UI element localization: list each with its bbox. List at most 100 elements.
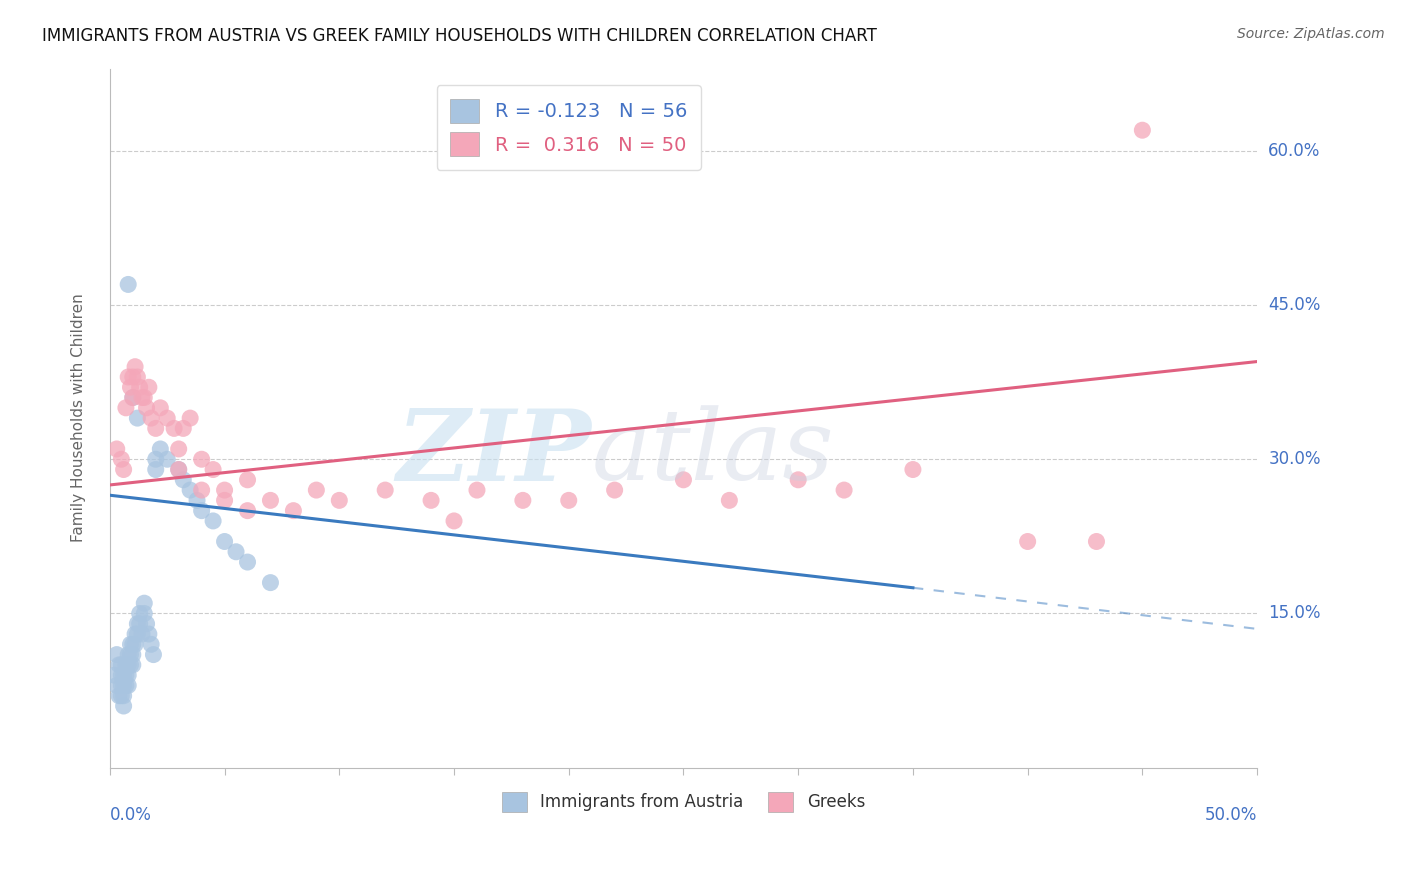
- Text: 30.0%: 30.0%: [1268, 450, 1320, 468]
- Point: [214, 483, 236, 497]
- Point: [259, 575, 281, 590]
- Point: [105, 678, 128, 692]
- Text: atlas: atlas: [592, 406, 834, 500]
- Point: [156, 452, 179, 467]
- Point: [149, 442, 172, 456]
- Point: [115, 678, 138, 692]
- Point: [127, 370, 149, 384]
- Point: [186, 493, 208, 508]
- Point: [214, 534, 236, 549]
- Point: [131, 627, 153, 641]
- Point: [190, 483, 212, 497]
- Point: [138, 380, 160, 394]
- Point: [103, 668, 125, 682]
- Point: [167, 442, 190, 456]
- Text: 0.0%: 0.0%: [110, 806, 152, 824]
- Point: [145, 421, 167, 435]
- Point: [112, 668, 135, 682]
- Point: [190, 452, 212, 467]
- Point: [112, 462, 135, 476]
- Point: [1130, 123, 1153, 137]
- Point: [117, 678, 139, 692]
- Point: [121, 370, 143, 384]
- Point: [145, 452, 167, 467]
- Point: [110, 452, 132, 467]
- Point: [141, 411, 163, 425]
- Point: [124, 637, 146, 651]
- Point: [283, 503, 305, 517]
- Legend: Immigrants from Austria, Greeks: Immigrants from Austria, Greeks: [495, 785, 872, 819]
- Text: Source: ZipAtlas.com: Source: ZipAtlas.com: [1237, 27, 1385, 41]
- Point: [420, 493, 443, 508]
- Text: 50.0%: 50.0%: [1205, 806, 1257, 824]
- Point: [121, 648, 143, 662]
- Point: [603, 483, 626, 497]
- Point: [121, 391, 143, 405]
- Point: [236, 473, 259, 487]
- Point: [105, 442, 128, 456]
- Point: [138, 627, 160, 641]
- Point: [558, 493, 581, 508]
- Point: [120, 637, 142, 651]
- Point: [108, 657, 131, 672]
- Point: [145, 462, 167, 476]
- Point: [127, 616, 149, 631]
- Point: [124, 627, 146, 641]
- Point: [135, 616, 157, 631]
- Point: [172, 421, 194, 435]
- Point: [718, 493, 741, 508]
- Point: [131, 391, 153, 405]
- Point: [172, 473, 194, 487]
- Point: [259, 493, 281, 508]
- Point: [179, 411, 201, 425]
- Point: [305, 483, 328, 497]
- Point: [128, 607, 150, 621]
- Point: [202, 462, 225, 476]
- Point: [105, 648, 128, 662]
- Point: [127, 627, 149, 641]
- Point: [112, 678, 135, 692]
- Point: [832, 483, 855, 497]
- Point: [117, 668, 139, 682]
- Point: [134, 607, 156, 621]
- Point: [121, 391, 143, 405]
- Text: 45.0%: 45.0%: [1268, 296, 1320, 314]
- Point: [117, 648, 139, 662]
- Point: [108, 689, 131, 703]
- Point: [128, 380, 150, 394]
- Point: [901, 462, 924, 476]
- Point: [120, 657, 142, 672]
- Point: [121, 637, 143, 651]
- Text: IMMIGRANTS FROM AUSTRIA VS GREEK FAMILY HOUSEHOLDS WITH CHILDREN CORRELATION CHA: IMMIGRANTS FROM AUSTRIA VS GREEK FAMILY …: [42, 27, 877, 45]
- Text: 60.0%: 60.0%: [1268, 142, 1320, 160]
- Point: [512, 493, 534, 508]
- Point: [190, 503, 212, 517]
- Point: [115, 668, 138, 682]
- Point: [120, 648, 142, 662]
- Point: [465, 483, 488, 497]
- Point: [142, 648, 165, 662]
- Point: [167, 462, 190, 476]
- Point: [110, 657, 132, 672]
- Point: [110, 689, 132, 703]
- Point: [787, 473, 810, 487]
- Text: ZIP: ZIP: [396, 405, 592, 501]
- Point: [202, 514, 225, 528]
- Point: [236, 503, 259, 517]
- Point: [236, 555, 259, 569]
- Point: [115, 657, 138, 672]
- Point: [163, 421, 186, 435]
- Point: [117, 277, 139, 292]
- Text: 15.0%: 15.0%: [1268, 605, 1320, 623]
- Point: [443, 514, 465, 528]
- Point: [1085, 534, 1108, 549]
- Y-axis label: Family Households with Children: Family Households with Children: [72, 293, 86, 542]
- Point: [141, 637, 163, 651]
- Point: [121, 657, 143, 672]
- Point: [374, 483, 396, 497]
- Point: [112, 689, 135, 703]
- Point: [134, 391, 156, 405]
- Point: [225, 545, 247, 559]
- Point: [110, 678, 132, 692]
- Point: [112, 698, 135, 713]
